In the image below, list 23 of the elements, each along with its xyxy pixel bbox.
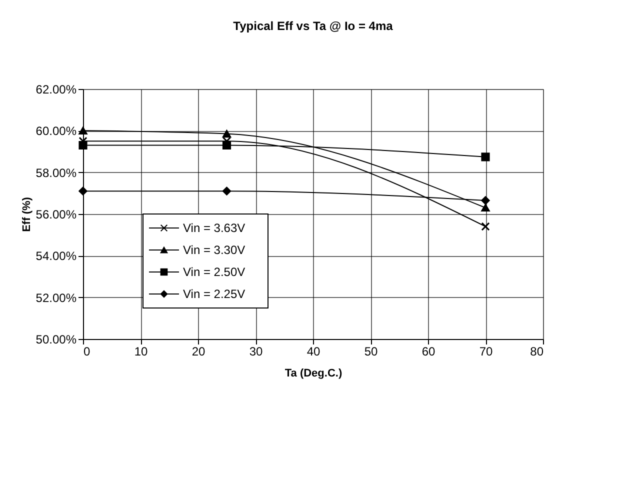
x-tick-label: 0	[84, 344, 90, 358]
y-tick-label: 58.00%	[36, 166, 77, 180]
x-tick-label: 10	[134, 344, 148, 358]
x-tick-label: 20	[192, 344, 206, 358]
y-tick-label: 50.00%	[36, 332, 77, 346]
x-tick-label: 60	[422, 344, 436, 358]
legend-label: Vin = 3.30V	[183, 243, 246, 257]
x-tick-label: 50	[364, 344, 378, 358]
x-tick-label: 30	[249, 344, 263, 358]
legend-label: Vin = 2.25V	[183, 287, 246, 301]
y-tick-label: 56.00%	[36, 208, 77, 222]
y-axis-title: Eff (%)	[20, 196, 33, 232]
y-tick-label: 62.00%	[36, 82, 77, 96]
legend-label: Vin = 2.50V	[183, 265, 246, 279]
x-tick-label: 40	[306, 344, 320, 358]
chart-title: Typical Eff vs Ta @ Io = 4ma	[233, 19, 394, 33]
x-axis-title: Ta (Deg.C.)	[284, 368, 342, 380]
y-tick-label: 54.00%	[36, 249, 77, 264]
y-tick-label: 60.00%	[36, 124, 77, 138]
y-tick-label: 52.00%	[36, 290, 77, 305]
x-tick-label: 70	[479, 344, 493, 358]
x-tick-label: 80	[530, 344, 544, 358]
legend-label: Vin = 3.63V	[183, 221, 246, 235]
